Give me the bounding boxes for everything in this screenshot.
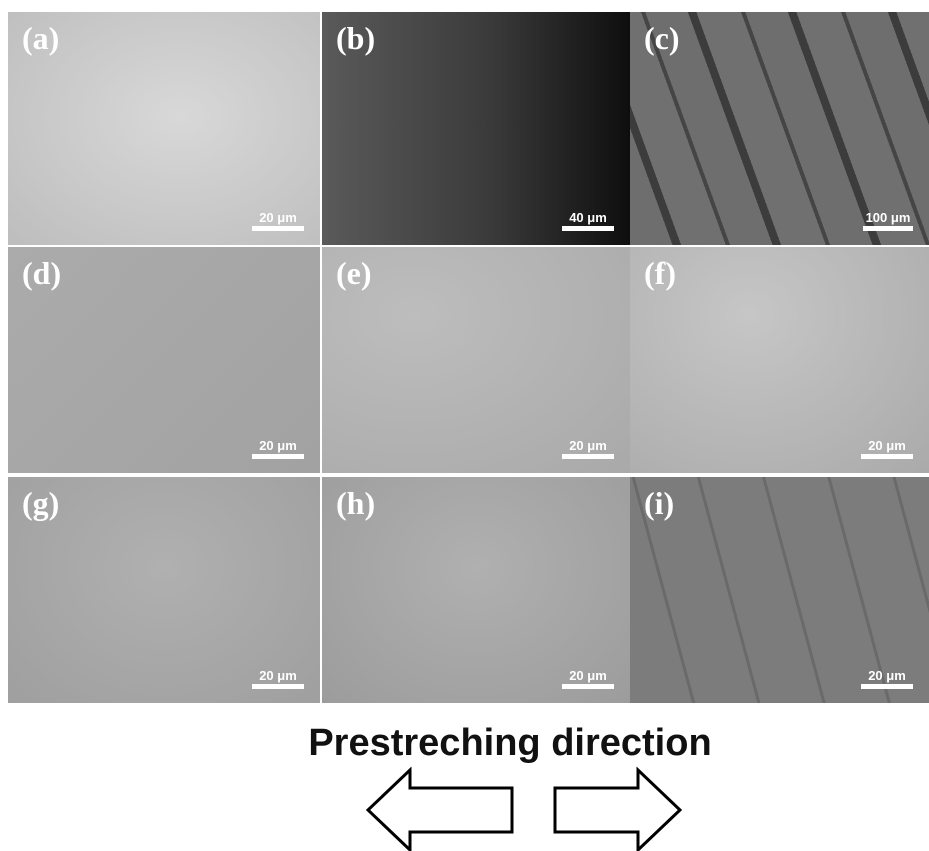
micrograph: (d) 20 μm (8, 247, 320, 473)
panel-label: (d) (22, 255, 62, 291)
scale-label: 20 μm (569, 668, 607, 683)
scale-line (861, 684, 913, 689)
right-arrow (553, 766, 683, 851)
left-arrow (365, 766, 514, 851)
scale-line (252, 226, 304, 231)
panel-label: (e) (336, 255, 372, 291)
scale-bar: 20 μm (562, 438, 614, 459)
panel-label: (i) (644, 485, 675, 521)
micrograph: (c) 100 μm (630, 12, 929, 245)
scale-line (863, 226, 913, 231)
panel-label: (c) (644, 20, 680, 56)
panel-label: (a) (22, 20, 60, 56)
panel-label: (f) (644, 255, 676, 291)
scale-label: 20 μm (868, 438, 906, 453)
scale-label: 20 μm (569, 438, 607, 453)
scale-bar: 20 μm (252, 438, 304, 459)
scale-line (252, 684, 304, 689)
micrograph: (b) 40 μm (322, 12, 630, 245)
scale-label: 20 μm (868, 668, 906, 683)
scale-line (861, 454, 913, 459)
scale-line (562, 226, 614, 231)
micrograph: (i) 20 μm (630, 477, 929, 703)
scale-bar: 20 μm (861, 668, 913, 689)
scale-bar: 20 μm (562, 668, 614, 689)
micrograph: (a) 20 μm (8, 12, 320, 245)
scale-label: 100 μm (865, 210, 911, 225)
scale-bar: 40 μm (562, 210, 614, 231)
scale-label: 20 μm (259, 438, 297, 453)
panel-label: (h) (336, 485, 376, 521)
scale-bar: 20 μm (252, 668, 304, 689)
micrograph: (f) 20 μm (630, 247, 929, 473)
micrograph: (e) 20 μm (322, 247, 630, 473)
scale-line (252, 454, 304, 459)
scale-label: 20 μm (259, 210, 297, 225)
scale-bar: 20 μm (861, 438, 913, 459)
scale-bar: 20 μm (252, 210, 304, 231)
panel-label: (b) (336, 20, 376, 56)
scale-label: 20 μm (259, 668, 297, 683)
scale-bar: 100 μm (863, 210, 913, 231)
scale-line (562, 454, 614, 459)
scale-line (562, 684, 614, 689)
micrograph: (h) 20 μm (322, 477, 630, 703)
panel-label: (g) (22, 485, 60, 521)
scale-label: 40 μm (569, 210, 607, 225)
micrograph: (g) 20 μm (8, 477, 320, 703)
caption: Prestreching direction (308, 722, 712, 764)
